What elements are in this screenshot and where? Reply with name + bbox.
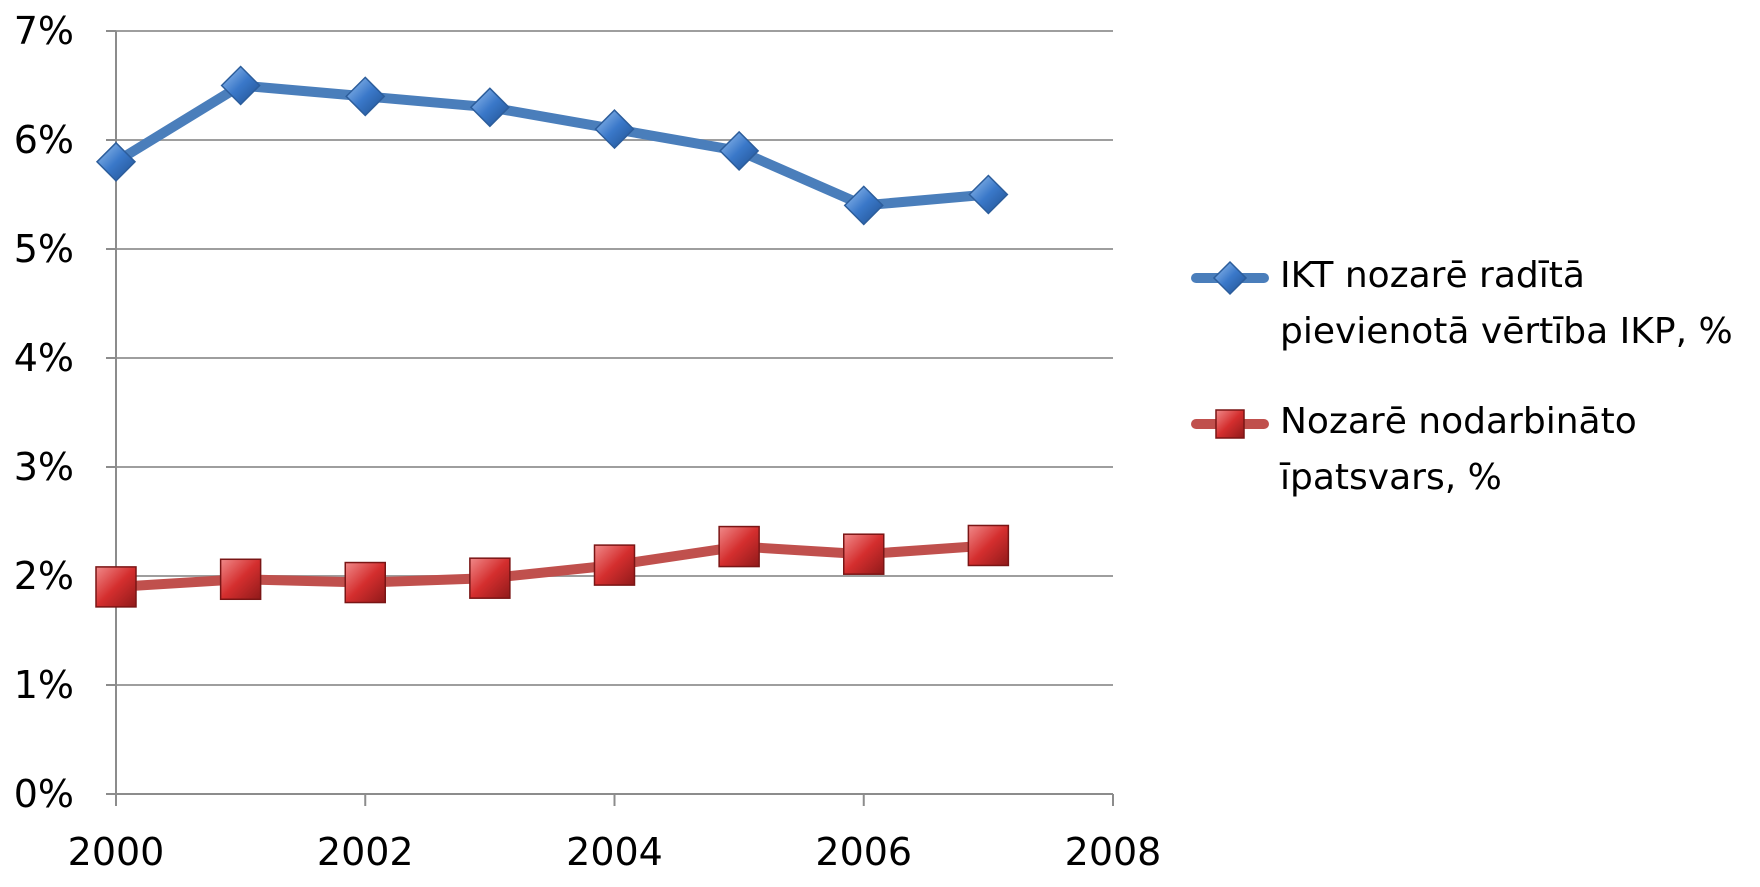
data-point-square [718, 525, 760, 568]
series-group [95, 65, 1010, 608]
y-tick-label: 7% [14, 9, 74, 53]
data-point-square [967, 524, 1010, 567]
data-point-diamond [220, 65, 261, 106]
x-axis-tick-labels: 2000 2002 2004 2006 2008 [68, 830, 1162, 874]
data-point-square [344, 561, 386, 604]
data-point-diamond [594, 109, 635, 150]
legend-label: IKT nozarē radītā pievienotā vērtība IKP… [1280, 255, 1733, 352]
y-tick-label: 6% [14, 118, 74, 162]
y-tick-label: 2% [14, 554, 74, 598]
axes [106, 30, 1114, 806]
data-point-diamond [469, 87, 510, 128]
legend: IKT nozarē radītā pievienotā vērtība IKP… [1190, 248, 1750, 540]
y-tick-label: 4% [14, 336, 74, 380]
y-tick-label: 3% [14, 445, 74, 489]
x-tick-label: 2002 [317, 830, 414, 874]
data-point-square [843, 533, 885, 575]
legend-item-ikt: IKT nozarē radītā pievienotā vērtība IKP… [1190, 248, 1750, 360]
x-tick-label: 2000 [68, 830, 165, 874]
series-line [111, 540, 994, 592]
data-point-square [593, 544, 636, 586]
data-point-diamond [843, 185, 884, 226]
x-tick-label: 2006 [815, 830, 912, 874]
data-point-diamond [968, 174, 1009, 215]
data-point-diamond [719, 130, 760, 171]
data-point-square [219, 558, 262, 601]
data-point-diamond [345, 76, 386, 117]
legend-item-nodarbinato: Nozarē nodarbināto īpatsvars, % [1190, 394, 1750, 506]
legend-label: Nozarē nodarbināto īpatsvars, % [1280, 401, 1637, 498]
y-axis-tick-labels: 0% 1% 2% 3% 4% 5% 6% 7% [14, 9, 74, 816]
legend-swatch-diamond-icon [1191, 260, 1269, 296]
x-tick-label: 2004 [566, 830, 663, 874]
data-point-diamond [95, 141, 137, 182]
y-tick-label: 0% [14, 772, 74, 816]
data-point-square [469, 557, 511, 599]
x-tick-label: 2008 [1065, 830, 1162, 874]
legend-swatch-square-icon [1191, 409, 1269, 439]
y-tick-label: 1% [14, 663, 74, 707]
y-tick-label: 5% [14, 227, 74, 271]
series-line [111, 80, 994, 211]
data-point-square [95, 566, 137, 608]
